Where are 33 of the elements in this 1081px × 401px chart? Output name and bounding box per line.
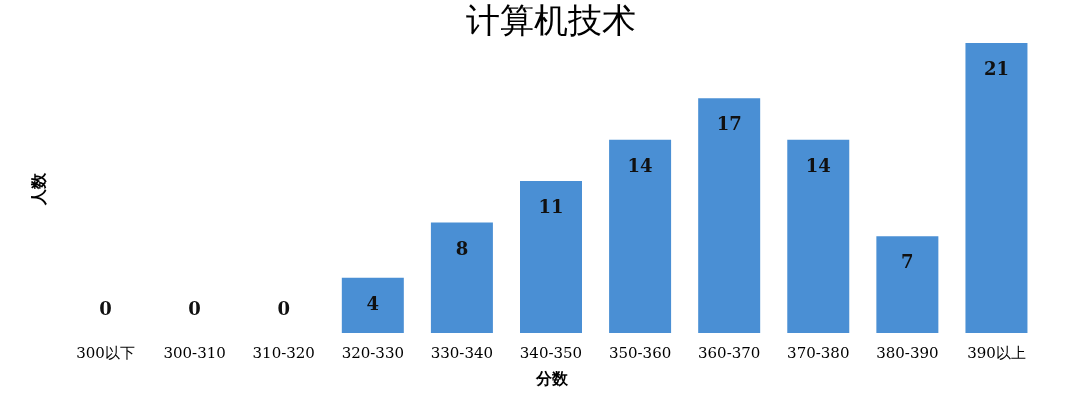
x-axis-title: 分数 xyxy=(534,368,569,388)
bar xyxy=(965,43,1028,333)
x-tick-label: 330-340 xyxy=(430,343,494,362)
data-label: 0 xyxy=(277,298,290,319)
bar xyxy=(430,222,493,333)
bar xyxy=(698,98,761,333)
x-tick-label: 340-350 xyxy=(519,343,583,362)
data-label: 14 xyxy=(805,154,831,176)
y-axis-title: 人数 xyxy=(28,171,48,206)
data-label: 4 xyxy=(366,292,380,314)
data-label: 8 xyxy=(455,237,469,259)
x-tick-label: 390以上 xyxy=(967,343,1026,362)
x-tick-label: 360-370 xyxy=(698,343,761,362)
x-tick-label: 320-330 xyxy=(341,343,404,362)
x-tick-label: 370-380 xyxy=(787,343,850,362)
bar xyxy=(787,139,850,333)
x-tick-label: 380-390 xyxy=(876,343,939,362)
x-tick-label: 300-310 xyxy=(163,343,226,362)
bar xyxy=(876,236,939,333)
bar xyxy=(520,181,582,333)
data-label: 0 xyxy=(188,298,201,319)
data-label: 0 xyxy=(99,298,112,319)
x-tick-label: 310-320 xyxy=(252,343,315,362)
bar xyxy=(609,139,672,333)
data-label: 11 xyxy=(538,196,564,218)
x-tick-label: 300以下 xyxy=(76,343,135,362)
x-tick-label: 350-360 xyxy=(608,343,672,362)
chart-title: 计算机技术 xyxy=(466,0,636,40)
data-label: 14 xyxy=(627,154,653,176)
bar xyxy=(341,277,404,333)
data-label: 21 xyxy=(983,58,1009,79)
data-label: 17 xyxy=(716,113,742,135)
data-label: 7 xyxy=(901,251,914,273)
